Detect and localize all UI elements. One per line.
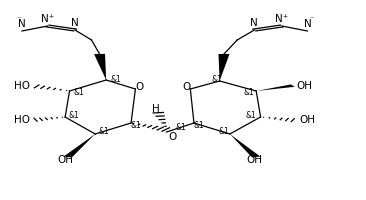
- Polygon shape: [256, 84, 295, 91]
- Text: OH: OH: [296, 81, 313, 91]
- Text: &1: &1: [193, 120, 204, 130]
- Text: N: N: [71, 18, 79, 28]
- Text: &1: &1: [212, 75, 222, 84]
- Text: O: O: [168, 132, 176, 142]
- Text: N: N: [303, 19, 311, 29]
- Text: &1: &1: [99, 128, 109, 136]
- Text: H: H: [152, 104, 160, 114]
- Text: &1: &1: [243, 88, 254, 97]
- Text: &1: &1: [111, 74, 121, 84]
- Text: N: N: [250, 18, 258, 28]
- Text: N⁺: N⁺: [275, 14, 288, 24]
- Text: O: O: [135, 82, 143, 92]
- Text: ⁻: ⁻: [16, 14, 20, 23]
- Text: OH: OH: [246, 155, 262, 165]
- Text: &1: &1: [219, 128, 229, 136]
- Text: N⁺: N⁺: [41, 14, 54, 24]
- Text: O: O: [183, 82, 191, 92]
- Text: HO: HO: [14, 81, 30, 91]
- Text: N: N: [18, 19, 26, 29]
- Text: &1: &1: [130, 120, 141, 130]
- Text: &1: &1: [176, 122, 186, 132]
- Text: OH: OH: [57, 155, 73, 165]
- Text: HO: HO: [14, 115, 30, 125]
- Text: &1: &1: [73, 88, 84, 97]
- Polygon shape: [64, 134, 95, 157]
- Text: ⁻: ⁻: [310, 14, 314, 23]
- Text: OH: OH: [299, 115, 315, 125]
- Text: &1: &1: [246, 112, 257, 120]
- Polygon shape: [219, 54, 229, 81]
- Polygon shape: [94, 54, 106, 80]
- Text: &1: &1: [69, 112, 79, 120]
- Polygon shape: [230, 134, 260, 157]
